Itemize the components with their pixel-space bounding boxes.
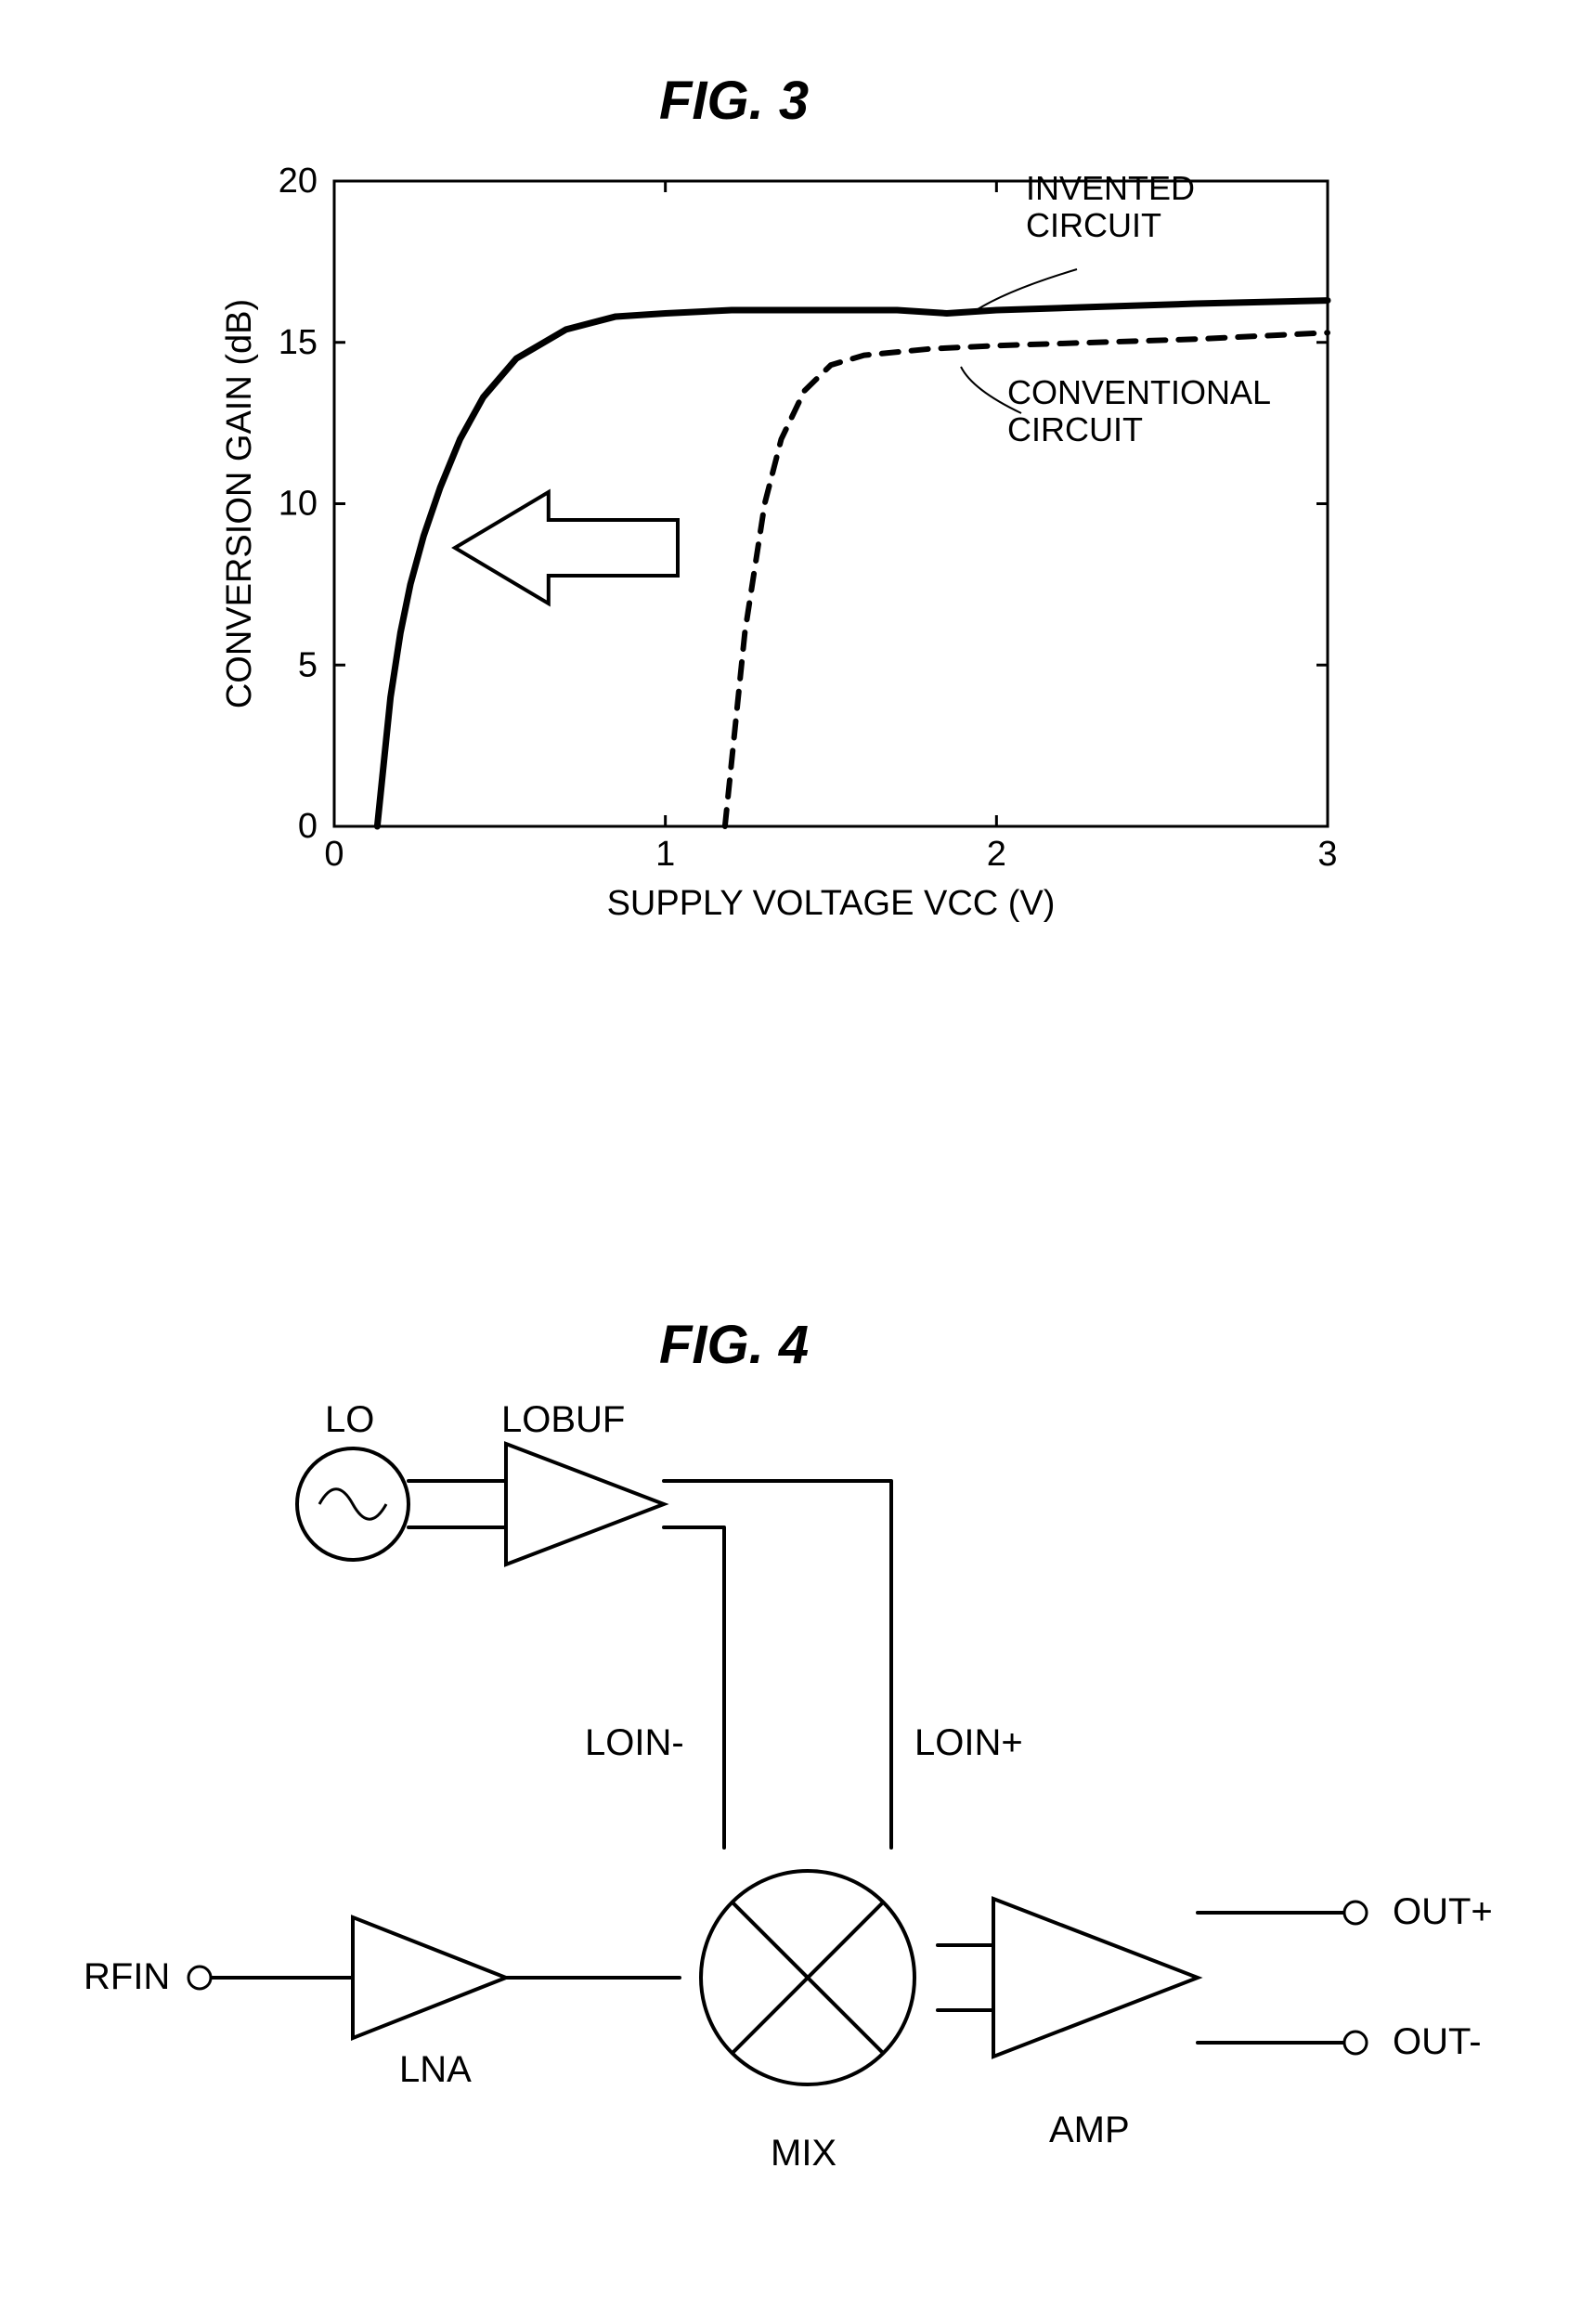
svg-text:MIX: MIX bbox=[771, 2133, 836, 2174]
svg-text:AMP: AMP bbox=[1049, 2110, 1130, 2150]
svg-text:OUT+: OUT+ bbox=[1393, 1891, 1493, 1932]
svg-text:LOIN+: LOIN+ bbox=[914, 1722, 1023, 1763]
svg-text:LNA: LNA bbox=[399, 2049, 472, 2090]
fig4-diagram: LOIN+ LOIN- LO LOBUF LNA MIX AMP RFIN OUT+ OUT- bbox=[0, 0, 1595, 2324]
svg-text:RFIN: RFIN bbox=[84, 1956, 170, 1997]
svg-text:LOIN-: LOIN- bbox=[585, 1722, 684, 1763]
svg-text:LOBUF: LOBUF bbox=[501, 1399, 625, 1440]
svg-text:LO: LO bbox=[325, 1399, 374, 1440]
svg-text:OUT-: OUT- bbox=[1393, 2021, 1482, 2062]
